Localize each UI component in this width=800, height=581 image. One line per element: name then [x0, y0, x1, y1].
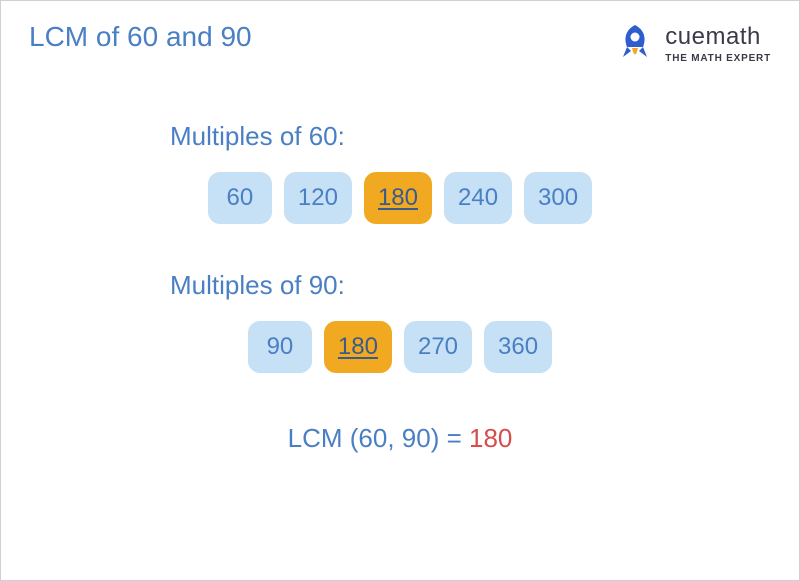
multiple-chip: 120 [284, 172, 352, 224]
multiple-chip-highlight: 180 [324, 321, 392, 373]
result-answer: 180 [469, 423, 512, 453]
page-title: LCM of 60 and 90 [29, 21, 252, 53]
result-line: LCM (60, 90) = 180 [288, 423, 513, 454]
chip-value: 300 [538, 184, 578, 212]
header: LCM of 60 and 90 cuemath THE MATH EXPERT [1, 1, 799, 65]
chip-value: 270 [418, 333, 458, 361]
multiple-chip: 360 [484, 321, 552, 373]
multiple-chip: 240 [444, 172, 512, 224]
multiples-a-heading: Multiples of 60: [170, 121, 630, 152]
rocket-icon [613, 21, 657, 65]
multiple-chip-highlight: 180 [364, 172, 432, 224]
multiple-chip: 60 [208, 172, 272, 224]
multiple-chip: 270 [404, 321, 472, 373]
chip-value: 90 [267, 333, 294, 361]
multiples-a-row: 60 120 180 240 300 [208, 172, 592, 224]
chip-value: 120 [298, 184, 338, 212]
multiples-b-heading: Multiples of 90: [170, 270, 630, 301]
chip-value: 180 [378, 184, 418, 212]
multiple-chip: 300 [524, 172, 592, 224]
chip-value: 360 [498, 333, 538, 361]
chip-value: 180 [338, 333, 378, 361]
logo-text-wrap: cuemath THE MATH EXPERT [665, 23, 771, 64]
multiples-b-row: 90 180 270 360 [248, 321, 552, 373]
content: Multiples of 60: 60 120 180 240 300 Multiple… [1, 121, 799, 454]
chip-value: 60 [227, 184, 254, 212]
multiple-chip: 90 [248, 321, 312, 373]
result-label: LCM (60, 90) = [288, 423, 469, 453]
chip-value: 240 [458, 184, 498, 212]
logo-name: cuemath [665, 23, 771, 51]
logo-tagline: THE MATH EXPERT [665, 53, 771, 64]
logo: cuemath THE MATH EXPERT [613, 21, 771, 65]
